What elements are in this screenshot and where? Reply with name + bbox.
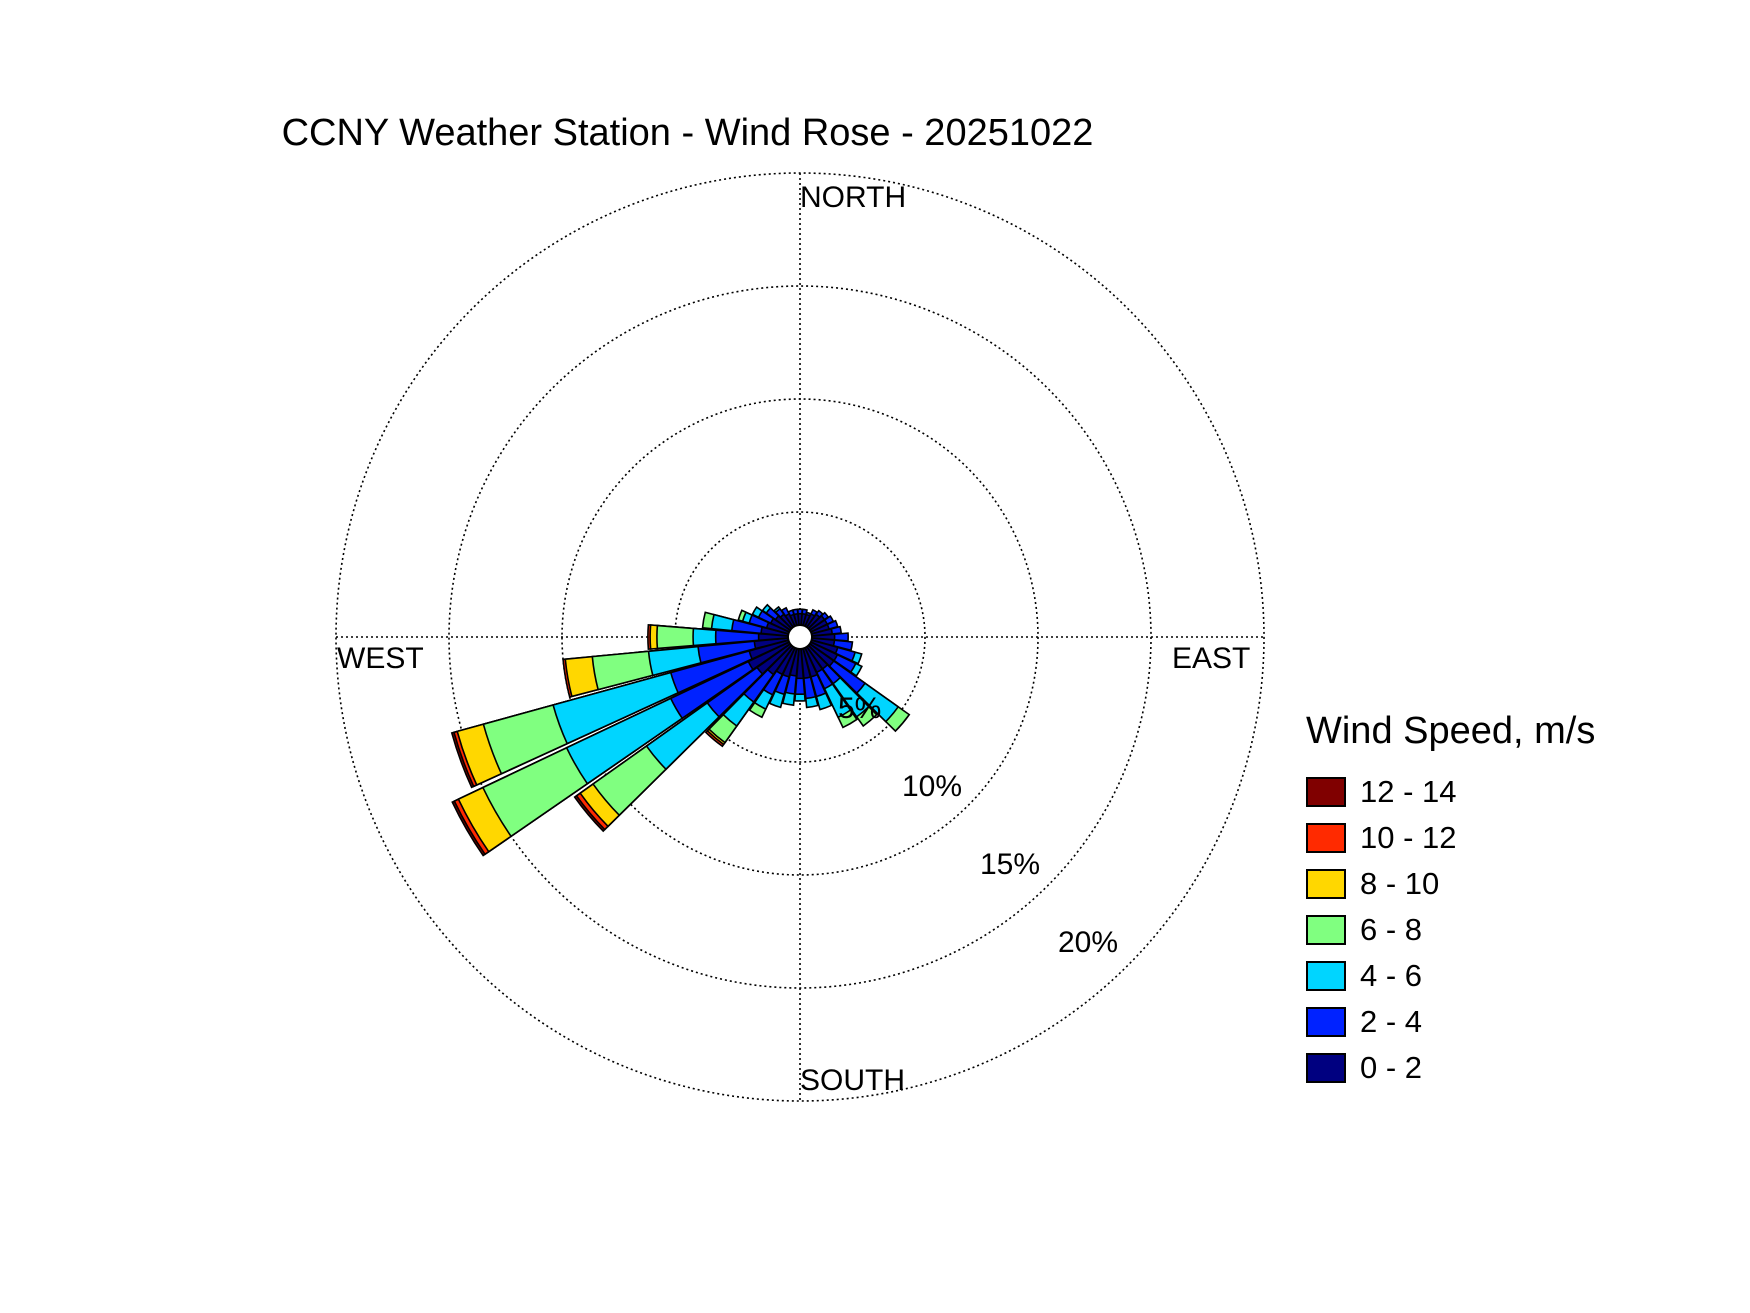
legend-title: Wind Speed, m/s — [1306, 710, 1596, 752]
calm-center — [787, 624, 813, 650]
ring-label-5: 5% — [838, 692, 881, 725]
legend-item-6-8: 6 - 8 — [1306, 907, 1686, 953]
legend-swatch — [1306, 1007, 1346, 1037]
legend-swatch — [1306, 777, 1346, 807]
north-label: NORTH — [800, 181, 906, 214]
legend-swatch — [1306, 961, 1346, 991]
legend-swatch — [1306, 823, 1346, 853]
legend-swatch — [1306, 869, 1346, 899]
legend-label: 6 - 8 — [1360, 912, 1423, 947]
legend-label: 2 - 4 — [1360, 1004, 1423, 1039]
legend-item-0-2: 0 - 2 — [1306, 1045, 1686, 1091]
legend-item-8-10: 8 - 10 — [1306, 861, 1686, 907]
ring-label-10: 10% — [902, 770, 962, 803]
ring-label-20: 20% — [1058, 926, 1118, 959]
west-label: WEST — [337, 642, 424, 675]
legend-label: 12 - 14 — [1360, 774, 1457, 809]
legend-label: 10 - 12 — [1360, 820, 1457, 855]
wind-rose-bars — [450, 603, 911, 857]
axis-labels: NORTH SOUTH WEST EAST 5% 10% 15% 20% — [337, 181, 1250, 1097]
legend-item-12-14: 12 - 14 — [1306, 769, 1686, 815]
grid-ring — [674, 511, 926, 763]
south-label: SOUTH — [800, 1064, 905, 1097]
chart-title: CCNY Weather Station - Wind Rose - 20251… — [281, 112, 1094, 154]
ring-label-15: 15% — [980, 848, 1040, 881]
legend-swatch — [1306, 915, 1346, 945]
legend-label: 0 - 2 — [1360, 1050, 1423, 1085]
legend-item-4-6: 4 - 6 — [1306, 953, 1686, 999]
legend: Wind Speed, m/s 12 - 14 10 - 12 8 - 10 6… — [1306, 710, 1686, 1091]
legend-item-10-12: 10 - 12 — [1306, 815, 1686, 861]
legend-item-2-4: 2 - 4 — [1306, 999, 1686, 1045]
legend-label: 8 - 10 — [1360, 866, 1440, 901]
polar-grid — [335, 172, 1265, 1102]
legend-swatch — [1306, 1053, 1346, 1083]
legend-label: 4 - 6 — [1360, 958, 1423, 993]
east-label: EAST — [1172, 642, 1250, 675]
